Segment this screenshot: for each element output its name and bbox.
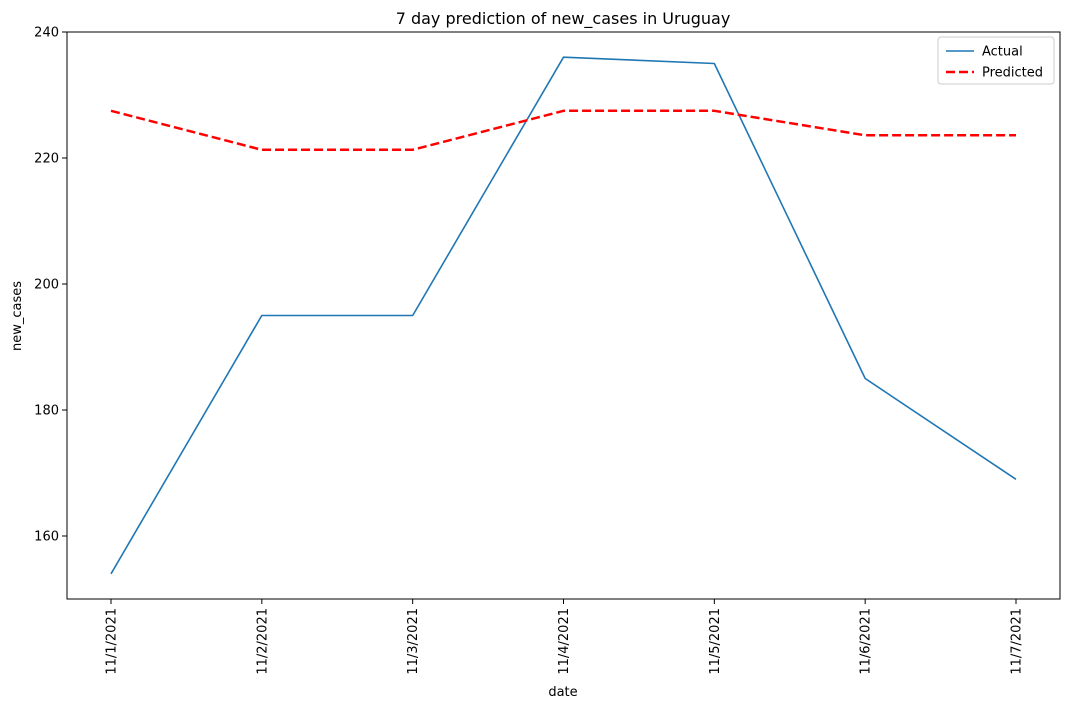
legend-label-predicted: Predicted: [982, 66, 1043, 81]
x-tick-label: 11/3/2021: [406, 608, 421, 675]
y-tick-label: 240: [34, 26, 59, 41]
y-tick-label: 220: [34, 152, 59, 167]
x-tick-label: 11/5/2021: [708, 608, 723, 675]
x-axis-ticks: 11/1/2021 11/2/2021 11/3/2021 11/4/2021 11/5…: [105, 599, 1025, 675]
x-tick-label: 11/7/2021: [1010, 608, 1025, 675]
chart-title: 7 day prediction of new_cases in Uruguay: [396, 9, 731, 29]
x-tick-label: 11/1/2021: [105, 608, 120, 675]
y-tick-label: 180: [34, 404, 59, 419]
x-tick-label: 11/6/2021: [859, 608, 874, 675]
legend: Actual Predicted: [937, 36, 1055, 85]
series-line-predicted: [110, 109, 1016, 152]
x-tick-label: 11/2/2021: [255, 608, 270, 675]
x-axis-label: date: [548, 685, 577, 700]
y-tick-label: 200: [34, 278, 59, 293]
y-axis-ticks: 160 180 200 220 240: [34, 26, 67, 545]
y-axis-label: new_cases: [10, 281, 25, 351]
series-layer: [110, 56, 1017, 575]
legend-label-actual: Actual: [982, 45, 1023, 60]
plot-frame: [66, 31, 1061, 600]
x-tick-label: 11/4/2021: [557, 608, 572, 675]
y-tick-label: 160: [34, 530, 59, 545]
